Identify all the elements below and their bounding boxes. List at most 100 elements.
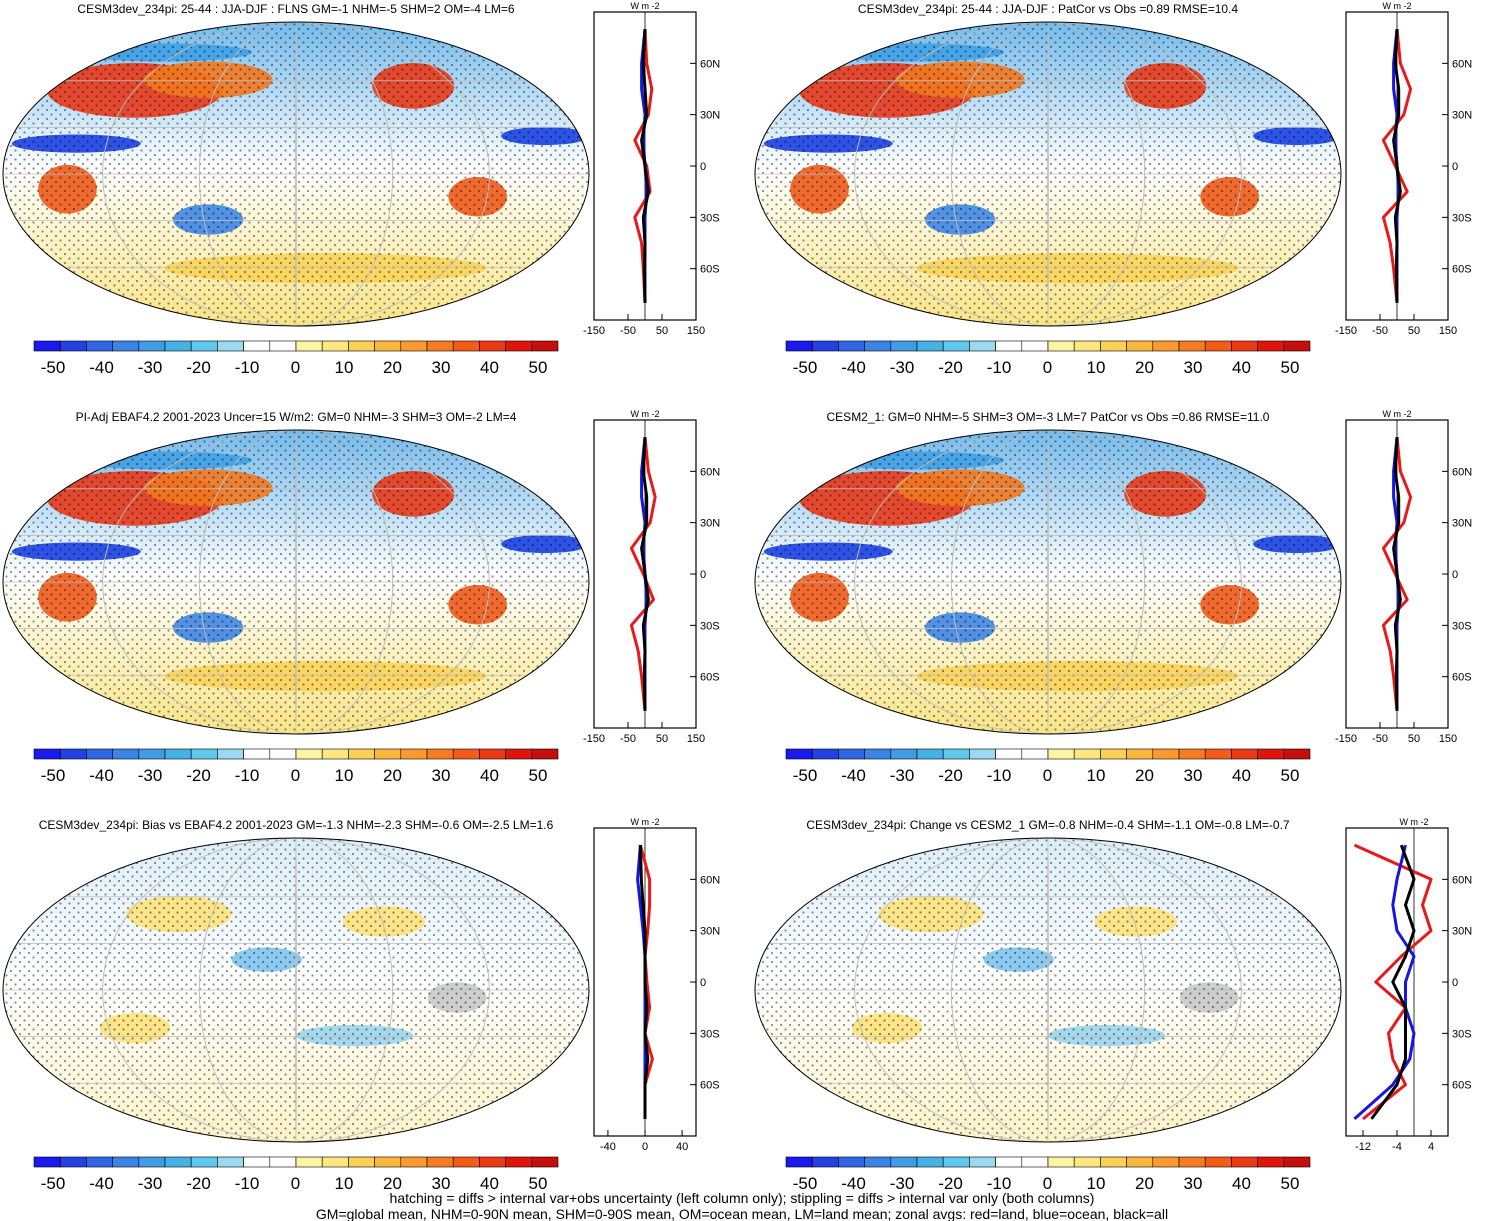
colorbar-tick-label: 50 bbox=[1281, 358, 1300, 377]
colorbar-box bbox=[1178, 340, 1206, 352]
colorbar-box bbox=[1231, 748, 1258, 760]
lat-tick-label: 60S bbox=[1452, 264, 1472, 276]
x-tick-label: -150 bbox=[583, 733, 605, 745]
panel-3: PI-Adj EBAF4.2 2001-2023 Uncer=15 W/m2: … bbox=[2, 409, 720, 785]
meridian-line bbox=[950, 838, 1146, 1142]
colorbar-box bbox=[1204, 340, 1232, 352]
colorbar-tick-label: 10 bbox=[1087, 766, 1106, 785]
colorbar-box bbox=[138, 1156, 166, 1168]
colorbar-box bbox=[505, 1156, 533, 1168]
colorbar-box bbox=[1178, 1156, 1206, 1168]
colorbar-tick-label: 40 bbox=[1232, 766, 1251, 785]
colorbar-box bbox=[1100, 1156, 1127, 1168]
colorbar-box bbox=[400, 748, 428, 760]
colorbar-box bbox=[531, 748, 559, 760]
map-border bbox=[2, 429, 590, 735]
colorbar-tick-label: -50 bbox=[793, 766, 818, 785]
colorbar-tick-label: 30 bbox=[1184, 358, 1203, 377]
x-tick-label: -4 bbox=[1392, 1141, 1402, 1153]
profile-line-land bbox=[638, 844, 654, 1119]
lat-tick-label: 60N bbox=[700, 874, 720, 886]
x-tick-label: -50 bbox=[620, 733, 636, 745]
colorbar-box bbox=[452, 340, 480, 352]
colorbar-box bbox=[531, 1156, 559, 1168]
lat-tick-label: 60S bbox=[700, 1080, 720, 1092]
x-tick-label: 150 bbox=[1439, 325, 1457, 337]
colorbar-box bbox=[400, 340, 428, 352]
colorbar-box bbox=[1152, 748, 1180, 760]
profile-line-all bbox=[640, 437, 650, 711]
colorbar-tick-label: -30 bbox=[890, 1174, 915, 1193]
colorbar-box bbox=[112, 1156, 140, 1168]
meridian-line bbox=[1047, 838, 1049, 1142]
colorbar-box bbox=[1100, 340, 1127, 352]
lat-tick-label: 30S bbox=[700, 1028, 720, 1040]
colorbar-box bbox=[59, 1156, 87, 1168]
colorbar-box bbox=[112, 748, 140, 760]
lat-tick-label: 60N bbox=[1452, 58, 1472, 70]
colorbar-box bbox=[969, 748, 996, 760]
colorbar-box bbox=[59, 748, 87, 760]
colorbar-box bbox=[426, 748, 454, 760]
meridian-line bbox=[1047, 22, 1049, 326]
colorbar-box bbox=[190, 340, 218, 352]
lat-tick-label: 60S bbox=[1452, 1080, 1472, 1092]
colorbar-box bbox=[1257, 1156, 1285, 1168]
colorbar-box bbox=[138, 340, 166, 352]
colorbar-box bbox=[348, 1156, 375, 1168]
meridian-line bbox=[198, 838, 394, 1142]
colorbar-box bbox=[1047, 748, 1075, 760]
colorbar-tick-label: -20 bbox=[938, 1174, 963, 1193]
colorbar-box bbox=[785, 748, 813, 760]
colorbar-box bbox=[269, 1156, 297, 1168]
meridian-line bbox=[295, 838, 297, 1142]
colorbar-tick-label: 20 bbox=[1135, 1174, 1154, 1193]
profile-unit-label: W m -2 bbox=[1400, 817, 1429, 827]
colorbar-tick-label: -50 bbox=[41, 1174, 66, 1193]
profile-unit-label: W m -2 bbox=[1383, 409, 1412, 419]
colorbar-tick-label: 30 bbox=[432, 358, 451, 377]
colorbar-box bbox=[1047, 340, 1075, 352]
map bbox=[3, 430, 589, 734]
colorbar-tick-label: -50 bbox=[793, 1174, 818, 1193]
colorbar-box bbox=[348, 340, 375, 352]
map bbox=[755, 838, 1341, 1142]
colorbar-box bbox=[243, 1156, 271, 1168]
lat-tick-label: 30S bbox=[700, 620, 720, 632]
x-tick-label: 40 bbox=[676, 1141, 688, 1153]
x-tick-label: 50 bbox=[656, 733, 668, 745]
colorbar-box bbox=[426, 340, 454, 352]
colorbar-box bbox=[969, 1156, 996, 1168]
colorbar-box bbox=[112, 340, 140, 352]
colorbar-box bbox=[86, 1156, 113, 1168]
lat-tick-label: 60N bbox=[700, 466, 720, 478]
lat-tick-label: 30N bbox=[1452, 110, 1472, 122]
colorbar-box bbox=[995, 340, 1023, 352]
profile-line-ocean bbox=[1353, 844, 1416, 1121]
map-border bbox=[2, 837, 590, 1143]
colorbar-box bbox=[811, 340, 839, 352]
colorbar-tick-label: -30 bbox=[138, 1174, 163, 1193]
colorbar-tick-label: -20 bbox=[186, 358, 211, 377]
colorbar-box bbox=[864, 340, 892, 352]
colorbar-box bbox=[1178, 748, 1206, 760]
colorbar-tick-label: 40 bbox=[1232, 358, 1251, 377]
colorbar-tick-label: -10 bbox=[235, 1174, 260, 1193]
colorbar-box bbox=[33, 1156, 61, 1168]
colorbar-box bbox=[217, 1156, 244, 1168]
colorbar-box bbox=[916, 340, 944, 352]
lat-tick-label: 60N bbox=[700, 58, 720, 70]
colorbar-box bbox=[374, 748, 402, 760]
lat-tick-label: 0 bbox=[1452, 569, 1458, 581]
panel-title: PI-Adj EBAF4.2 2001-2023 Uncer=15 W/m2: … bbox=[76, 410, 517, 424]
colorbar-box bbox=[164, 1156, 192, 1168]
profile-unit-label: W m -2 bbox=[631, 817, 660, 827]
colorbar-box bbox=[942, 340, 970, 352]
colorbar-tick-label: 10 bbox=[335, 766, 354, 785]
profile-line-land bbox=[1381, 436, 1413, 712]
profile-unit-label: W m -2 bbox=[631, 409, 660, 419]
colorbar-box bbox=[1204, 1156, 1232, 1168]
colorbar-box bbox=[190, 1156, 218, 1168]
meridian-line bbox=[102, 838, 490, 1142]
